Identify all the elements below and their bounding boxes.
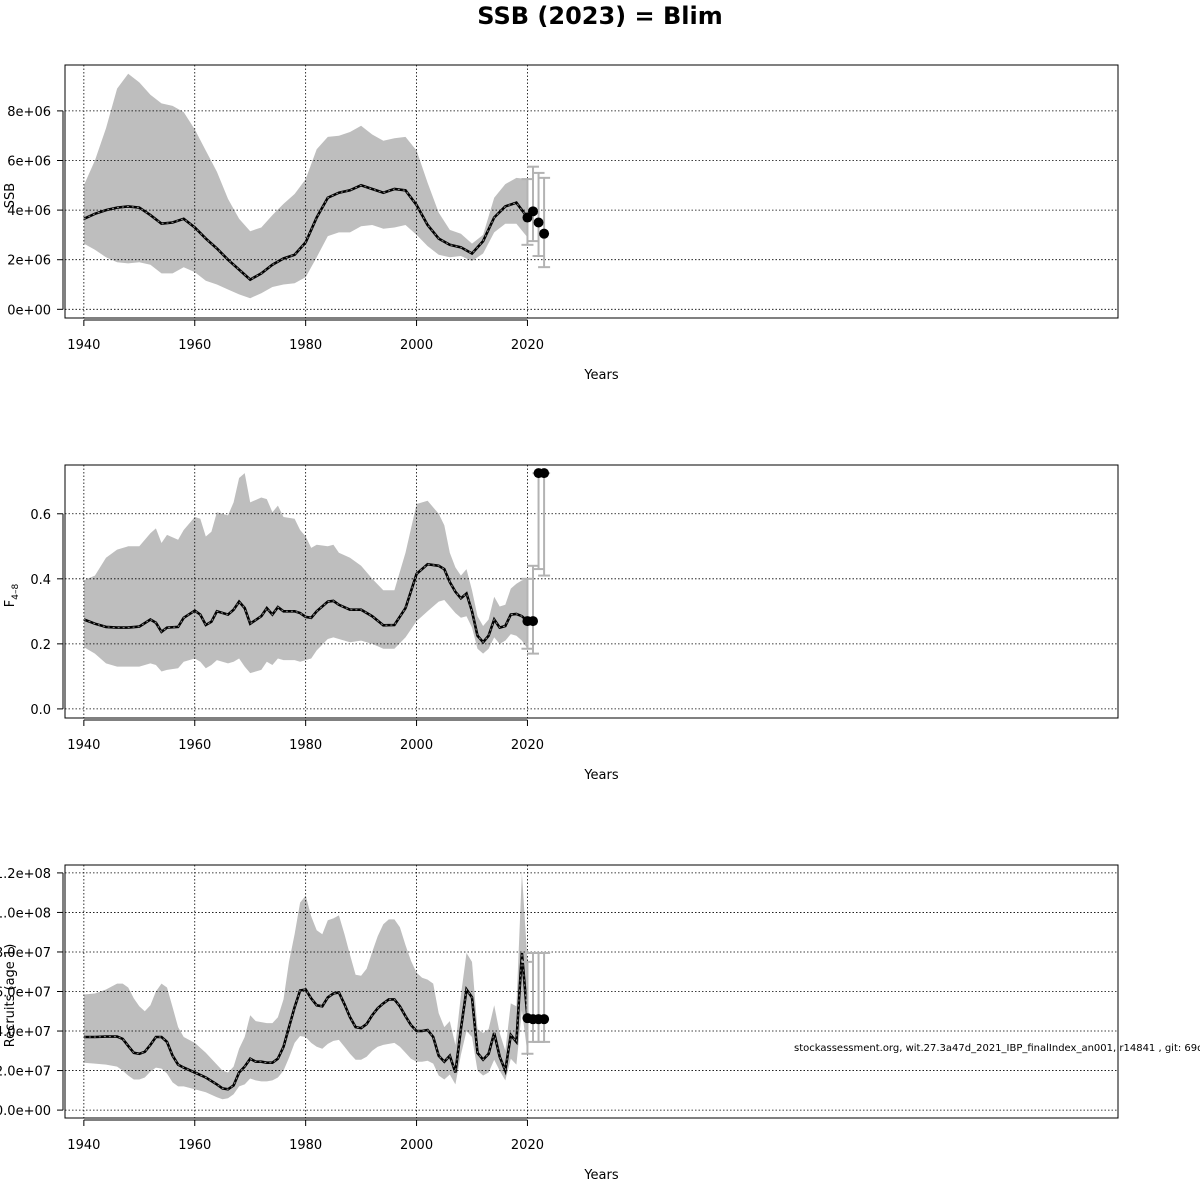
- x-tick-label: 1980: [289, 1138, 322, 1153]
- confidence-band-3: [83, 872, 528, 1100]
- plot-frame-3: [64, 864, 1119, 1119]
- x-tick-label: 1960: [178, 338, 211, 353]
- forecast-point: [528, 206, 538, 217]
- x-axis-title: Years: [583, 1168, 619, 1183]
- x-axis-title: Years: [583, 768, 619, 783]
- estimate-line-dash-2: [83, 563, 528, 643]
- forecast-point: [533, 217, 544, 228]
- forecast-point: [539, 228, 550, 239]
- estimate-line-dash-1: [83, 184, 528, 281]
- x-tick-label: 2020: [511, 338, 544, 353]
- estimate-line-dash-3: [83, 952, 528, 1090]
- x-tick-label: 1980: [289, 338, 322, 353]
- y-tick-label: 0.0e+00: [0, 1104, 51, 1119]
- forecast-point: [539, 468, 550, 479]
- footnote-text: stockassessment.org, wit.27.3a47d_2021_I…: [794, 1043, 1200, 1054]
- x-tick-label: 1980: [289, 738, 322, 753]
- x-tick-label: 2000: [400, 1138, 433, 1153]
- x-tick-label: 1940: [67, 338, 100, 353]
- y-tick-label: 0.6: [30, 508, 51, 523]
- x-tick-label: 2000: [400, 738, 433, 753]
- x-tick-label: 2000: [400, 338, 433, 353]
- y-tick-label: 1.2e+08: [0, 867, 51, 882]
- confidence-band-2: [83, 473, 528, 674]
- plot-frame-1: [64, 64, 1119, 319]
- y-tick-label: 8.0e+07: [0, 946, 51, 961]
- y-tick-label: 2.0e+07: [0, 1065, 51, 1080]
- plot-frame-2: [64, 464, 1119, 719]
- y-tick-label: 4.0e+07: [0, 1025, 51, 1040]
- x-tick-label: 1940: [67, 738, 100, 753]
- x-tick-label: 1960: [178, 738, 211, 753]
- y-tick-label: 2e+06: [7, 254, 51, 269]
- x-tick-label: 2020: [511, 738, 544, 753]
- y-tick-label: 0.4: [30, 573, 51, 588]
- y-tick-label: 1.0e+08: [0, 906, 51, 921]
- forecast-point: [539, 1014, 550, 1025]
- y-tick-label: 6e+06: [7, 154, 51, 169]
- x-tick-label: 1940: [67, 1138, 100, 1153]
- y-tick-label: 0e+00: [7, 303, 51, 318]
- y-tick-label: 0.0: [30, 703, 51, 718]
- y-tick-label: 8e+06: [7, 105, 51, 120]
- y-axis-title: F4–8: [3, 584, 21, 608]
- y-tick-label: 0.2: [30, 638, 51, 653]
- x-tick-label: 1960: [178, 1138, 211, 1153]
- y-tick-label: 4e+06: [7, 204, 51, 219]
- chart-title: SSB (2023) = Blim: [477, 2, 723, 30]
- confidence-band-1: [83, 73, 528, 299]
- x-axis-title: Years: [583, 368, 619, 383]
- y-axis-title: SSB: [3, 183, 18, 208]
- y-tick-label: 6.0e+07: [0, 986, 51, 1001]
- y-axis-title: Recruits (age 1): [3, 944, 18, 1048]
- x-tick-label: 2020: [511, 1138, 544, 1153]
- forecast-point: [528, 616, 538, 627]
